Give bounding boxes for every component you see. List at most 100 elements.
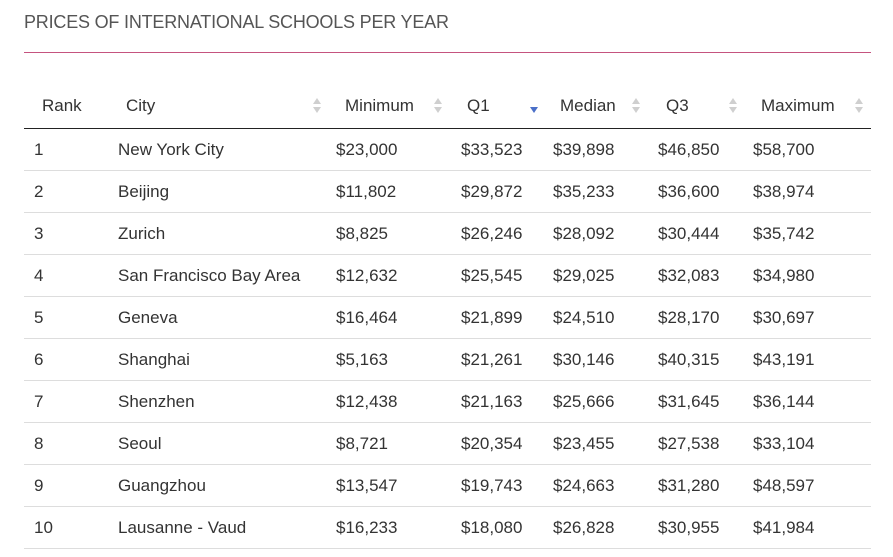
cell-city: Seoul bbox=[108, 422, 327, 465]
cell-minimum: $5,163 bbox=[327, 338, 450, 381]
sort-arrows-icon[interactable] bbox=[729, 98, 737, 114]
cell-rank: 4 bbox=[24, 254, 108, 297]
cell-value: $28,170 bbox=[658, 308, 720, 327]
cell-value: 5 bbox=[34, 308, 44, 327]
cell-q1: $26,246 bbox=[450, 212, 544, 255]
cell-value: $36,144 bbox=[753, 392, 815, 411]
cell-city: New York City bbox=[108, 128, 327, 171]
cell-value: $8,825 bbox=[336, 224, 388, 243]
cell-value: $16,464 bbox=[336, 308, 398, 327]
column-header-q3[interactable]: Q3 bbox=[649, 86, 744, 129]
sort-arrows-icon[interactable] bbox=[434, 98, 442, 114]
cell-value: 3 bbox=[34, 224, 44, 243]
column-header-median[interactable]: Median bbox=[544, 86, 649, 129]
cell-value: $48,597 bbox=[753, 476, 815, 495]
column-header-label: Median bbox=[560, 96, 616, 115]
cell-median: $25,666 bbox=[544, 380, 649, 423]
cell-maximum: $34,980 bbox=[744, 254, 871, 297]
cell-city: Geneva bbox=[108, 296, 327, 339]
cell-value: $16,233 bbox=[336, 518, 398, 537]
cell-q1: $21,899 bbox=[450, 296, 544, 339]
cell-maximum: $58,700 bbox=[744, 128, 871, 171]
cell-value: $18,080 bbox=[461, 518, 523, 537]
cell-value: $21,899 bbox=[461, 308, 523, 327]
cell-value: Beijing bbox=[118, 182, 170, 201]
cell-value: $23,455 bbox=[553, 434, 615, 453]
column-header-rank[interactable]: Rank bbox=[24, 86, 108, 129]
cell-value: $30,955 bbox=[658, 518, 720, 537]
cell-value: $28,092 bbox=[553, 224, 615, 243]
cell-value: $33,104 bbox=[753, 434, 815, 453]
column-header-label: Maximum bbox=[761, 96, 835, 115]
cell-value: $11,802 bbox=[336, 182, 397, 201]
cell-median: $29,025 bbox=[544, 254, 649, 297]
cell-value: $30,146 bbox=[553, 350, 615, 369]
cell-minimum: $11,802 bbox=[327, 170, 450, 213]
cell-value: $5,163 bbox=[336, 350, 388, 369]
cell-median: $23,455 bbox=[544, 422, 649, 465]
column-header-label: Rank bbox=[42, 96, 82, 115]
sort-descending-icon[interactable] bbox=[530, 98, 538, 114]
cell-value: $29,872 bbox=[461, 182, 523, 201]
cell-value: 2 bbox=[34, 182, 44, 201]
cell-minimum: $16,464 bbox=[327, 296, 450, 339]
cell-value: $24,663 bbox=[553, 476, 615, 495]
cell-value: $20,354 bbox=[461, 434, 523, 453]
cell-q3: $27,538 bbox=[649, 422, 744, 465]
cell-value: $26,246 bbox=[461, 224, 523, 243]
cell-city: Beijing bbox=[108, 170, 327, 213]
cell-value: $27,538 bbox=[658, 434, 720, 453]
cell-rank: 3 bbox=[24, 212, 108, 255]
cell-value: $25,666 bbox=[553, 392, 615, 411]
cell-rank: 7 bbox=[24, 380, 108, 423]
cell-maximum: $38,974 bbox=[744, 170, 871, 213]
cell-value: $40,315 bbox=[658, 350, 720, 369]
cell-minimum: $16,233 bbox=[327, 506, 450, 549]
cell-value: Lausanne - Vaud bbox=[118, 518, 247, 537]
column-header-q1[interactable]: Q1 bbox=[450, 86, 544, 129]
cell-minimum: $12,632 bbox=[327, 254, 450, 297]
table-header-row: Rank City Minimum Q1 Median Q3 bbox=[24, 86, 871, 129]
table-row: 6 Shanghai $5,163 $21,261 $30,146 $40,315 $43,… bbox=[24, 338, 871, 381]
cell-value: $39,898 bbox=[553, 140, 615, 159]
cell-value: Seoul bbox=[118, 434, 162, 453]
cell-median: $28,092 bbox=[544, 212, 649, 255]
cell-value: New York City bbox=[118, 140, 224, 159]
cell-city: Zurich bbox=[108, 212, 327, 255]
cell-rank: 8 bbox=[24, 422, 108, 465]
cell-value: 7 bbox=[34, 392, 44, 411]
cell-value: $19,743 bbox=[461, 476, 523, 495]
cell-value: $8,721 bbox=[336, 434, 388, 453]
cell-value: 4 bbox=[34, 266, 44, 285]
sort-arrows-icon[interactable] bbox=[313, 98, 321, 114]
cell-value: 9 bbox=[34, 476, 44, 495]
cell-value: $23,000 bbox=[336, 140, 398, 159]
cell-median: $30,146 bbox=[544, 338, 649, 381]
cell-value: $46,850 bbox=[658, 140, 720, 159]
cell-value: $33,523 bbox=[461, 140, 523, 159]
cell-q1: $21,163 bbox=[450, 380, 544, 423]
cell-value: $35,742 bbox=[753, 224, 815, 243]
cell-value: $30,697 bbox=[753, 308, 815, 327]
column-header-label: City bbox=[126, 96, 156, 115]
table-row: 3 Zurich $8,825 $26,246 $28,092 $30,444 $35,74… bbox=[24, 212, 871, 255]
cell-value: Guangzhou bbox=[118, 476, 206, 495]
cell-city: Guangzhou bbox=[108, 464, 327, 507]
cell-value: Shenzhen bbox=[118, 392, 195, 411]
cell-value: $29,025 bbox=[553, 266, 615, 285]
schools-price-table: Rank City Minimum Q1 Median Q3 bbox=[24, 86, 871, 549]
cell-city: Shanghai bbox=[108, 338, 327, 381]
column-header-label: Q3 bbox=[666, 96, 689, 115]
table-row: 8 Seoul $8,721 $20,354 $23,455 $27,538 $33,104 bbox=[24, 422, 871, 465]
cell-maximum: $41,984 bbox=[744, 506, 871, 549]
sort-arrows-icon[interactable] bbox=[855, 98, 863, 114]
sort-arrows-icon[interactable] bbox=[632, 98, 640, 114]
column-header-city[interactable]: City bbox=[108, 86, 327, 129]
cell-value: $25,545 bbox=[461, 266, 523, 285]
table-row: 7 Shenzhen $12,438 $21,163 $25,666 $31,645 $36… bbox=[24, 380, 871, 423]
column-header-minimum[interactable]: Minimum bbox=[327, 86, 450, 129]
cell-city: Lausanne - Vaud bbox=[108, 506, 327, 549]
cell-value: $31,280 bbox=[658, 476, 720, 495]
column-header-maximum[interactable]: Maximum bbox=[744, 86, 871, 129]
cell-value: $26,828 bbox=[553, 518, 615, 537]
